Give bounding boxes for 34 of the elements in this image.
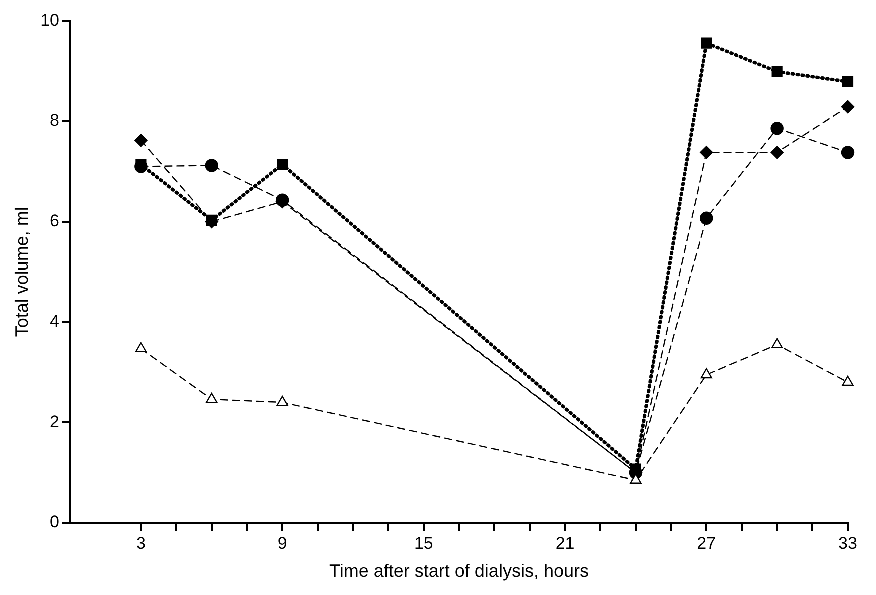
- point: [206, 392, 218, 404]
- point: [770, 122, 784, 136]
- point: [841, 146, 855, 160]
- x-tick-label: 15: [414, 534, 434, 553]
- y-tick-label: 2: [50, 412, 60, 432]
- x-tick-label: 27: [697, 534, 716, 553]
- point: [842, 76, 854, 88]
- point: [700, 146, 714, 160]
- point: [277, 159, 288, 170]
- y-tick-label: 0: [50, 512, 60, 532]
- x-tick-label: 3: [136, 534, 146, 553]
- point: [135, 342, 147, 352]
- y-tick-label: 8: [50, 111, 60, 130]
- point: [841, 100, 855, 114]
- y-tick-label: 10: [40, 10, 60, 30]
- y-tick-label: 6: [50, 212, 60, 231]
- point: [206, 214, 218, 226]
- point: [842, 376, 854, 386]
- point: [770, 146, 784, 160]
- y-axis-title: Total volume, ml: [12, 207, 32, 338]
- point: [205, 159, 218, 172]
- x-axis-title: Time after start of dialysis, hours: [330, 561, 589, 582]
- x-tick-label: 9: [278, 534, 288, 553]
- x-tick-label: 21: [556, 534, 575, 553]
- point: [772, 66, 783, 78]
- point: [700, 212, 714, 226]
- point: [772, 338, 784, 348]
- point: [701, 38, 712, 49]
- y-tick-label: 4: [50, 312, 60, 331]
- point: [276, 396, 288, 406]
- x-tick-label: 33: [838, 534, 858, 553]
- point: [136, 159, 147, 170]
- point: [700, 368, 712, 379]
- point: [134, 134, 148, 148]
